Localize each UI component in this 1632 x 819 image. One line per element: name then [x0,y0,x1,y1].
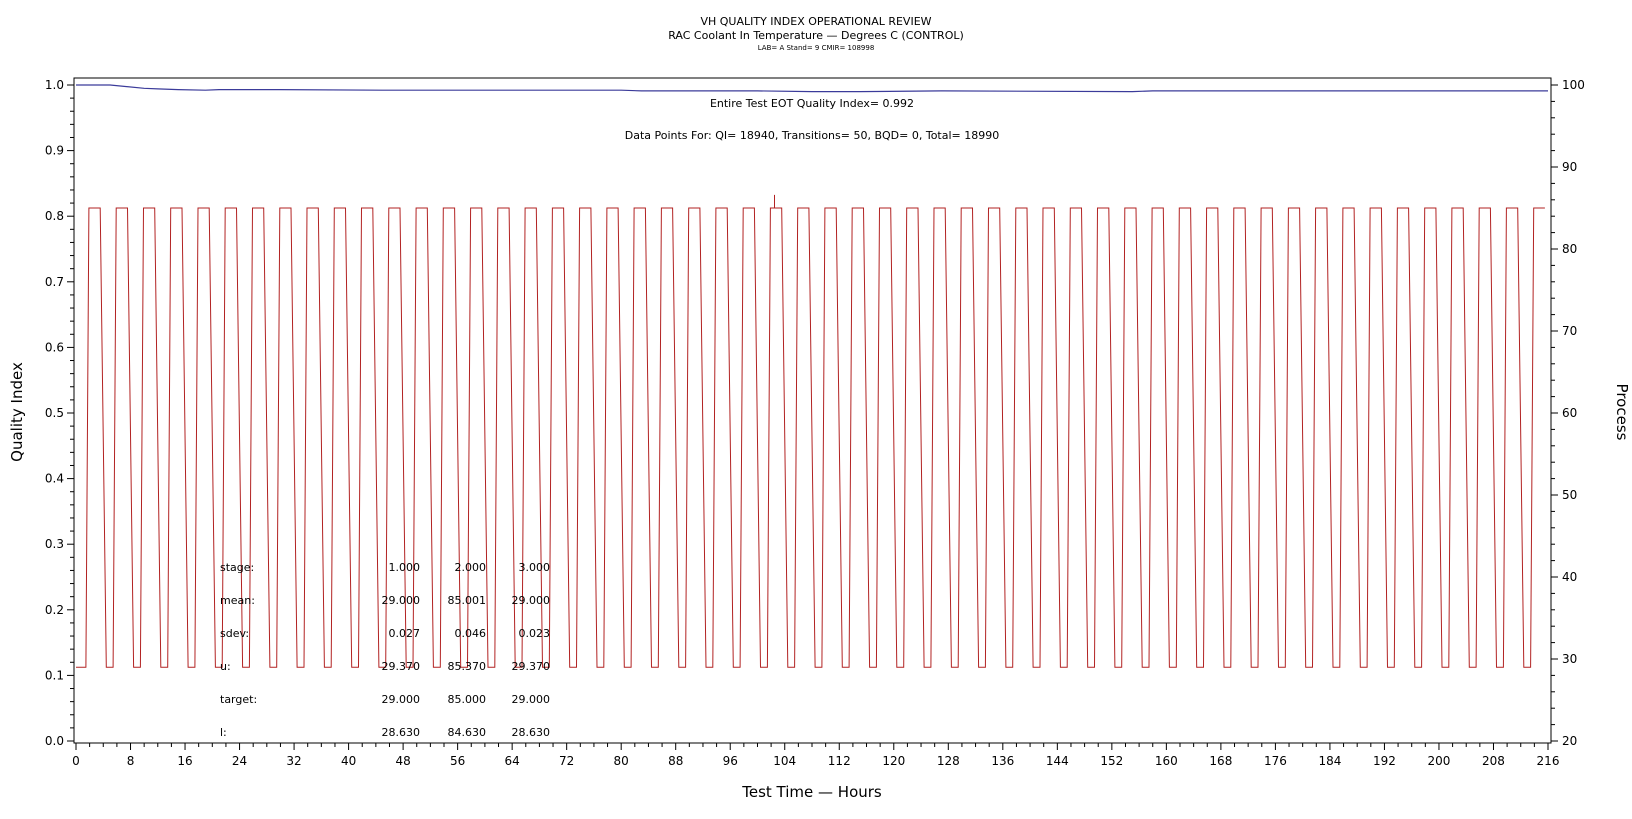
x-tick-label: 80 [614,754,629,768]
x-tick-label: 128 [937,754,960,768]
x-tick-label: 168 [1209,754,1232,768]
y-left-tick-label: 0.6 [45,340,64,354]
x-tick-label: 64 [505,754,520,768]
stats-cell: 3.000 [519,561,551,574]
x-tick-label: 176 [1264,754,1287,768]
y-left-tick-label: 0.8 [45,209,64,223]
stats-cell: l: [220,726,227,739]
y-right-tick-label: 40 [1562,570,1577,584]
stats-cell: 0.023 [519,627,551,640]
x-tick-label: 136 [991,754,1014,768]
y-right-tick-label: 80 [1562,242,1577,256]
stats-cell: 85.000 [448,693,487,706]
stats-cell: mean: [220,594,255,607]
stats-cell: target: [220,693,257,706]
stats-cell: 84.630 [448,726,487,739]
y-left-tick-label: 0.4 [45,472,64,486]
y-right-tick-label: 50 [1562,488,1577,502]
y-left-axis: 0.0 0.1 0.2 0.3 0.4 0.5 0.6 0.7 0.8 0.9 1.0 [45,78,74,748]
stats-cell: sdev: [220,627,249,640]
x-tick-label: 216 [1537,754,1560,768]
x-tick-label: 0 [72,754,80,768]
x-axis: 0 8 16 24 32 40 48 56 64 72 80 88 96 104 112 120 128 136 1… [72,743,1559,768]
y-right-axis: 20 30 40 50 60 70 80 90 100 [1551,78,1585,748]
stats-cell: 29.000 [382,693,421,706]
stats-cell: 0.046 [455,627,487,640]
stats-cell: 29.000 [382,594,421,607]
y-left-tick-label: 0.7 [45,275,64,289]
stats-cell: stage: [220,561,254,574]
stats-cell: 29.370 [512,660,551,673]
chart-subsubtitle: LAB= A Stand= 9 CMIR= 108998 [758,44,875,52]
x-tick-label: 56 [450,754,465,768]
y-right-tick-label: 30 [1562,652,1577,666]
y-left-tick-label: 0.1 [45,668,64,682]
stats-cell: 29.370 [382,660,421,673]
y-left-tick-label: 0.0 [45,734,64,748]
x-tick-label: 40 [341,754,356,768]
x-tick-label: 184 [1318,754,1341,768]
y-left-tick-label: 0.9 [45,144,64,158]
stats-cell: 28.630 [382,726,421,739]
series-quality-index-line [76,84,1548,93]
x-tick-label: 112 [828,754,851,768]
data-points-annotation: Data Points For: QI= 18940, Transitions=… [625,129,1000,142]
chart-title: VH QUALITY INDEX OPERATIONAL REVIEW [700,15,931,28]
stats-cell: 1.000 [389,561,421,574]
x-tick-label: 24 [232,754,247,768]
y-left-tick-label: 1.0 [45,78,64,92]
y-left-tick-label: 0.3 [45,537,64,551]
eot-quality-index-annotation: Entire Test EOT Quality Index= 0.992 [710,97,914,110]
x-tick-label: 32 [286,754,301,768]
y-right-tick-label: 20 [1562,734,1577,748]
y-left-axis-label: Quality Index [8,362,26,462]
x-tick-label: 120 [882,754,905,768]
x-tick-label: 104 [773,754,796,768]
stats-cell: 85.370 [448,660,487,673]
stats-table: stage: 1.000 2.000 3.000 mean: 29.000 85.001 29… [220,561,550,739]
stats-cell: 29.000 [512,594,551,607]
stats-cell: 28.630 [512,726,551,739]
y-left-tick-label: 0.2 [45,603,64,617]
stats-cell: 0.027 [389,627,421,640]
series-process-line [76,207,1545,668]
x-tick-label: 48 [395,754,410,768]
x-tick-label: 160 [1155,754,1178,768]
stats-cell: 2.000 [455,561,487,574]
x-tick-label: 96 [723,754,738,768]
y-right-tick-label: 100 [1562,78,1585,92]
stats-cell: 85.001 [448,594,487,607]
x-tick-label: 208 [1482,754,1505,768]
y-right-axis-label: Process [1613,384,1631,441]
x-axis-label: Test Time — Hours [741,783,882,801]
x-tick-label: 200 [1428,754,1451,768]
y-right-tick-label: 70 [1562,324,1577,338]
x-tick-label: 88 [668,754,683,768]
y-right-tick-label: 60 [1562,406,1577,420]
x-tick-label: 144 [1046,754,1069,768]
x-tick-label: 152 [1100,754,1123,768]
x-tick-label: 72 [559,754,574,768]
x-tick-label: 8 [127,754,135,768]
chart-subtitle: RAC Coolant In Temperature — Degrees C (… [668,29,964,42]
x-tick-label: 16 [177,754,192,768]
y-right-tick-label: 90 [1562,160,1577,174]
stats-cell: 29.000 [512,693,551,706]
y-left-tick-label: 0.5 [45,406,64,420]
stats-cell: u: [220,660,231,673]
x-tick-label: 192 [1373,754,1396,768]
